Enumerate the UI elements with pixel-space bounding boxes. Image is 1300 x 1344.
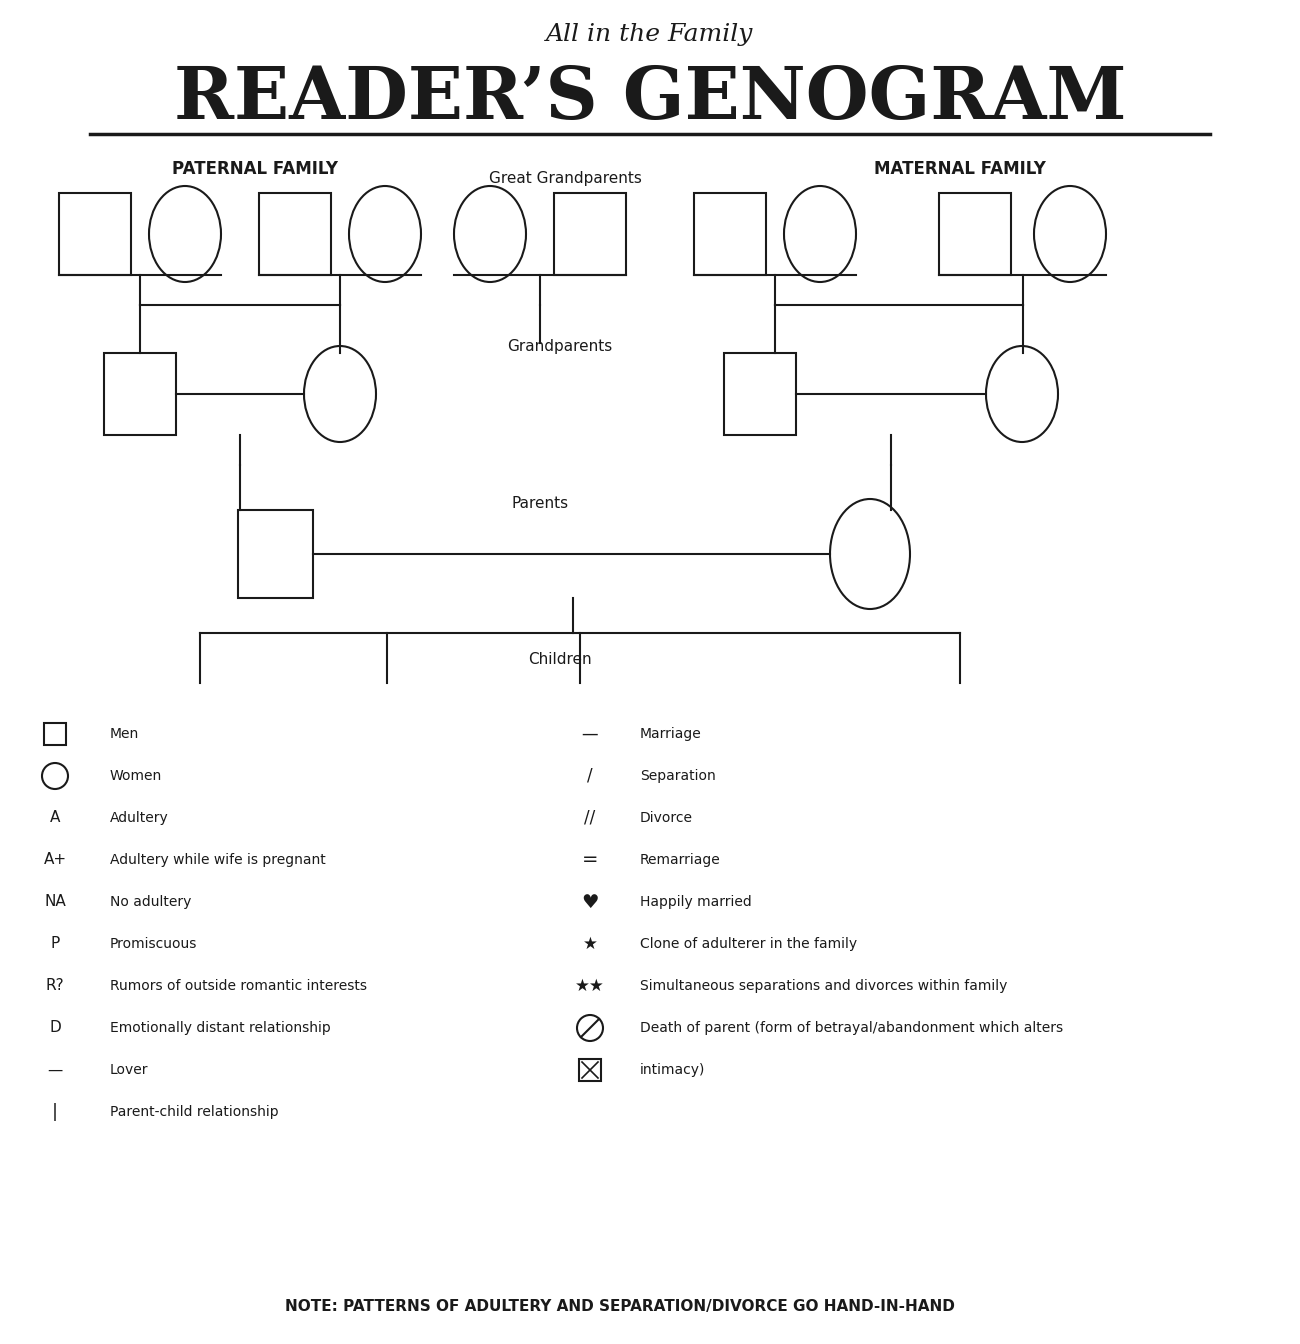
Text: intimacy): intimacy) <box>640 1063 706 1077</box>
Bar <box>554 194 627 276</box>
Text: Grandparents: Grandparents <box>507 339 612 353</box>
Ellipse shape <box>454 185 526 282</box>
Text: NA: NA <box>44 895 66 910</box>
Text: ★★: ★★ <box>575 977 604 995</box>
Bar <box>44 723 66 745</box>
Text: Separation: Separation <box>640 769 716 784</box>
Ellipse shape <box>1034 185 1106 282</box>
Text: Remarriage: Remarriage <box>640 853 720 867</box>
Text: MATERNAL FAMILY: MATERNAL FAMILY <box>874 160 1046 177</box>
Text: Happily married: Happily married <box>640 895 751 909</box>
Ellipse shape <box>985 345 1058 442</box>
Ellipse shape <box>348 185 421 282</box>
Text: Rumors of outside romantic interests: Rumors of outside romantic interests <box>111 978 367 993</box>
Bar <box>694 194 766 276</box>
Text: READER’S GENOGRAM: READER’S GENOGRAM <box>174 63 1126 134</box>
Bar <box>259 194 332 276</box>
Text: Emotionally distant relationship: Emotionally distant relationship <box>111 1021 330 1035</box>
Bar <box>104 353 176 435</box>
Text: Adultery while wife is pregnant: Adultery while wife is pregnant <box>111 853 326 867</box>
Text: All in the Family: All in the Family <box>546 23 754 46</box>
Text: /: / <box>588 767 593 785</box>
Text: Children: Children <box>528 652 592 667</box>
Ellipse shape <box>150 185 221 282</box>
Ellipse shape <box>784 185 855 282</box>
Ellipse shape <box>304 345 376 442</box>
Text: ★: ★ <box>582 935 598 953</box>
Bar <box>578 1059 601 1081</box>
Text: Adultery: Adultery <box>111 810 169 825</box>
Text: —: — <box>47 1063 62 1078</box>
Text: Men: Men <box>111 727 139 741</box>
Text: Lover: Lover <box>111 1063 148 1077</box>
Text: Parents: Parents <box>511 496 568 512</box>
Text: Women: Women <box>111 769 162 784</box>
Text: Parent-child relationship: Parent-child relationship <box>111 1105 278 1120</box>
Text: Clone of adulterer in the family: Clone of adulterer in the family <box>640 937 857 952</box>
Text: R?: R? <box>46 978 64 993</box>
Text: No adultery: No adultery <box>111 895 191 909</box>
Text: Marriage: Marriage <box>640 727 702 741</box>
Bar <box>58 194 131 276</box>
Ellipse shape <box>42 763 68 789</box>
Text: NOTE: PATTERNS OF ADULTERY AND SEPARATION/DIVORCE GO HAND-IN-HAND: NOTE: PATTERNS OF ADULTERY AND SEPARATIO… <box>285 1298 956 1313</box>
Text: |: | <box>52 1103 58 1121</box>
Text: =: = <box>582 851 598 870</box>
Text: //: // <box>585 809 595 827</box>
Text: PATERNAL FAMILY: PATERNAL FAMILY <box>172 160 338 177</box>
Text: Great Grandparents: Great Grandparents <box>489 172 641 187</box>
Ellipse shape <box>829 499 910 609</box>
Ellipse shape <box>577 1015 603 1042</box>
Text: A: A <box>49 810 60 825</box>
Text: D: D <box>49 1020 61 1035</box>
Text: A+: A+ <box>43 852 66 867</box>
Text: —: — <box>581 724 598 743</box>
Text: ♥: ♥ <box>581 892 599 911</box>
Text: Divorce: Divorce <box>640 810 693 825</box>
Text: P: P <box>51 937 60 952</box>
Text: Promiscuous: Promiscuous <box>111 937 198 952</box>
Bar <box>939 194 1011 276</box>
Text: Death of parent (form of betrayal/abandonment which alters: Death of parent (form of betrayal/abando… <box>640 1021 1063 1035</box>
Text: Simultaneous separations and divorces within family: Simultaneous separations and divorces wi… <box>640 978 1008 993</box>
Bar <box>724 353 796 435</box>
Bar <box>238 509 312 598</box>
